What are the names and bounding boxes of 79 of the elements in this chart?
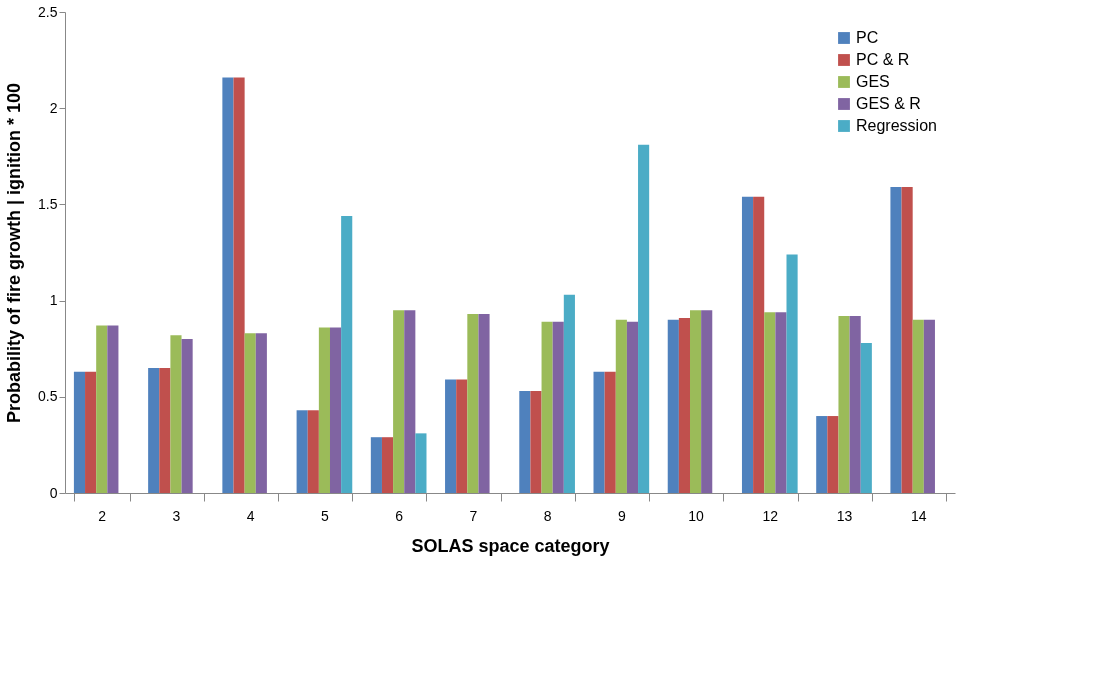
y-axis-title: Probability of fire growth | ignition * 100 — [4, 82, 25, 424]
y-tick-label: 0.5 — [38, 388, 58, 405]
bar — [786, 254, 798, 493]
bar — [255, 333, 267, 493]
x-tick-label: 5 — [321, 507, 330, 524]
bar — [753, 196, 765, 493]
legend-label: PC — [856, 29, 879, 46]
bar — [170, 335, 182, 493]
bar — [318, 327, 330, 493]
bar — [381, 437, 394, 493]
bar — [296, 410, 308, 493]
bar — [85, 371, 97, 493]
y-tick-label: 0 — [49, 484, 58, 501]
x-tick-label: 12 — [762, 507, 779, 524]
bar — [404, 310, 416, 493]
bar — [107, 325, 119, 493]
bar — [923, 319, 935, 493]
bar — [667, 319, 679, 493]
bar — [890, 187, 902, 493]
x-tick-label: 13 — [836, 507, 853, 524]
bar — [741, 196, 754, 493]
bar — [456, 379, 468, 493]
x-tick-label: 8 — [543, 507, 552, 524]
bar — [181, 339, 193, 493]
bar — [626, 321, 639, 493]
bar — [827, 416, 839, 493]
bar — [615, 319, 627, 493]
x-tick-label: 10 — [688, 507, 705, 524]
y-tick-label: 1.5 — [38, 195, 58, 212]
bar — [701, 310, 713, 493]
bar — [849, 315, 861, 493]
bar — [901, 187, 913, 493]
bar — [370, 437, 382, 493]
bar — [445, 379, 457, 493]
y-tick-label: 1 — [49, 292, 58, 309]
bar — [415, 433, 427, 493]
bar — [552, 321, 564, 493]
bar — [73, 371, 86, 493]
x-tick-label: 14 — [910, 507, 927, 524]
bar — [307, 410, 319, 493]
bar — [912, 319, 924, 493]
legend-label: Regression — [856, 117, 937, 134]
bar — [244, 333, 256, 493]
bar — [159, 367, 171, 493]
bar — [860, 342, 872, 493]
x-tick-label: 6 — [395, 507, 404, 524]
bar — [838, 315, 850, 493]
bar — [775, 312, 787, 493]
legend-label: GES — [856, 73, 890, 90]
x-tick-label: 7 — [469, 507, 478, 524]
x-axis-title: SOLAS space category — [411, 535, 610, 556]
bar — [519, 391, 531, 493]
x-tick-label: 4 — [246, 507, 255, 524]
bar — [816, 416, 828, 493]
bar — [467, 314, 479, 493]
y-tick-label: 2.5 — [38, 3, 58, 20]
bar — [478, 314, 490, 493]
bar — [222, 77, 234, 493]
bar — [690, 310, 702, 493]
x-tick-label: 9 — [617, 507, 626, 524]
bar — [233, 77, 245, 493]
x-tick-label: 2 — [98, 507, 107, 524]
bar — [593, 371, 605, 493]
bar — [393, 310, 405, 493]
y-tick-label: 2 — [49, 99, 58, 116]
bar — [330, 327, 342, 493]
bar — [638, 144, 650, 493]
bar — [148, 367, 160, 493]
x-tick-label: 3 — [172, 507, 181, 524]
bar — [563, 294, 575, 493]
bar — [96, 325, 108, 493]
bar — [541, 321, 553, 493]
bar — [530, 391, 542, 493]
legend-label: PC & R — [856, 51, 910, 68]
bar — [341, 215, 353, 493]
bar — [678, 317, 690, 493]
bar — [764, 312, 776, 493]
legend-label: GES & R — [856, 95, 921, 112]
bar — [604, 371, 616, 493]
